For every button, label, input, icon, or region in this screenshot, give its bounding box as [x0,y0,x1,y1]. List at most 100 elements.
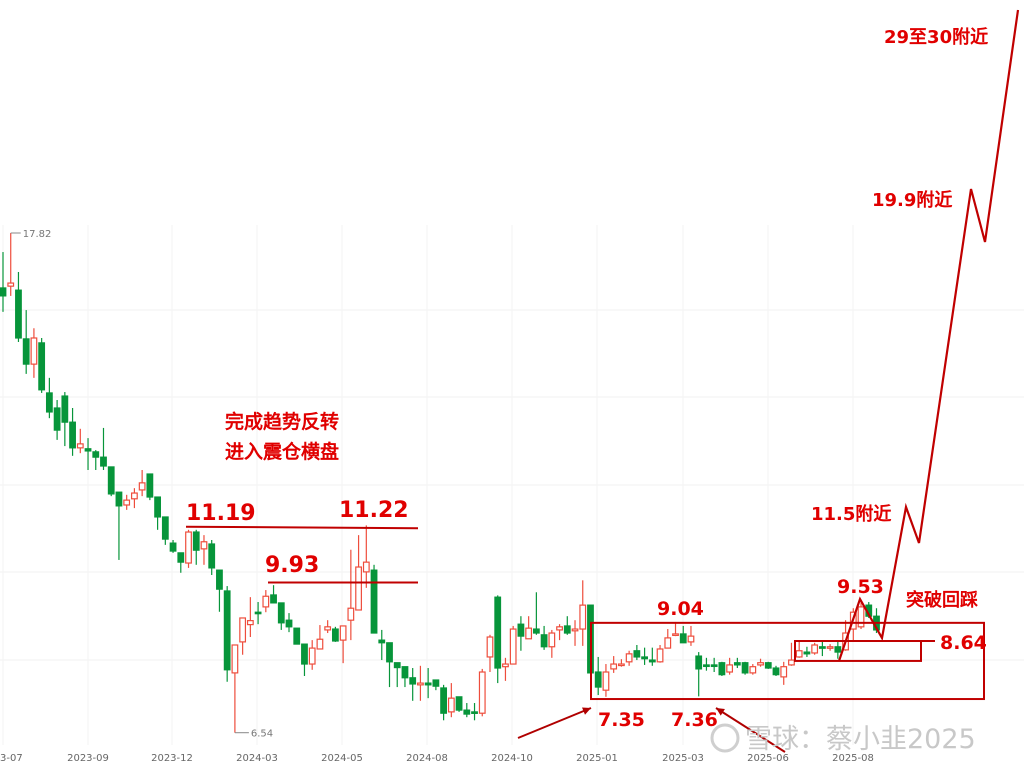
candle-body [61,395,69,423]
candle-body [726,664,734,673]
x-tick-label: 2024-05 [321,753,363,764]
candle [370,564,378,634]
candle-body [617,663,625,667]
candle-body [664,637,672,649]
candle [556,624,563,641]
candle-body [718,662,726,676]
candle-body [107,466,115,495]
x-tick-label: 2025-08 [832,753,874,764]
candle-body [579,604,587,630]
candle [502,657,509,681]
candles [0,233,880,733]
candle [811,642,819,655]
candle [540,625,548,650]
x-tick-label: 2025-06 [747,753,789,764]
label-target-11-5: 11.5附近 [811,503,891,525]
candle-body [177,552,185,563]
candle [378,629,386,661]
candle [517,616,525,651]
candle-body [556,626,563,631]
candle-body [502,663,509,668]
candle-body [563,625,571,634]
candle [463,703,471,718]
candle [757,658,764,667]
label-9-53: 9.53 [837,576,884,598]
candle-body [672,633,679,637]
candle [76,428,84,454]
candle [679,625,687,644]
candle-body [169,542,177,552]
candle [223,586,231,682]
label-breakout-retest: 突破回踩 [906,589,978,611]
candle-body [362,561,370,573]
candle [818,640,826,657]
candle [30,328,38,378]
candle [695,652,703,697]
snowball-logo-icon [710,723,740,753]
candle [208,539,216,575]
candle [177,552,185,573]
candle [617,659,625,667]
candle-body [764,662,772,669]
candle-body [208,543,216,569]
candle [123,494,131,510]
candle-body [440,687,448,714]
x-tick-label: 2024-03 [236,753,278,764]
candle-body [239,617,247,643]
candle-body [757,662,764,666]
candle-body [656,648,664,663]
x-tick-label: 3-07 [0,753,23,764]
candle [200,535,208,565]
label-11-19: 11.19 [186,501,256,526]
candle [733,657,741,669]
candle [795,641,803,658]
label-target-29-30: 29至30附近 [884,26,988,48]
candle [216,569,223,612]
label-9-04: 9.04 [657,598,704,620]
candle-body [393,662,401,669]
candle [764,661,772,669]
candle-body [293,627,301,645]
candle [772,665,780,676]
candle-body [424,682,432,686]
candle-body [788,659,795,666]
candle [84,438,92,471]
candle-body [818,646,826,649]
candle [726,657,734,675]
candle [0,252,7,312]
candle [15,271,22,342]
candle-body [246,620,254,626]
candle-body [455,696,463,711]
candle-body [30,337,38,365]
candle [270,585,277,604]
candle-body [22,338,30,365]
candle [471,703,478,721]
candle-body [772,667,780,676]
candle [641,647,648,665]
low-price-label: 6.54 [251,729,273,740]
candle [409,668,417,701]
candle [339,625,347,664]
candle [169,539,177,553]
candle [563,616,571,635]
candle [656,644,664,663]
candle [131,488,138,509]
candle-body [15,289,22,339]
candle-body [347,607,355,621]
candle [648,647,656,666]
candle-body [625,653,633,663]
candle-body [131,492,138,500]
candle [53,400,61,440]
candle-body [803,651,811,655]
candle-body [53,407,61,431]
candle [703,657,710,671]
candle [625,650,633,666]
candle [610,656,618,673]
candle [509,625,517,665]
candle-body [834,646,842,653]
candle [633,644,641,661]
candle [161,516,169,545]
note-line-2: 进入震仓横盘 [225,440,339,463]
candle [532,592,540,635]
candle [100,427,107,471]
